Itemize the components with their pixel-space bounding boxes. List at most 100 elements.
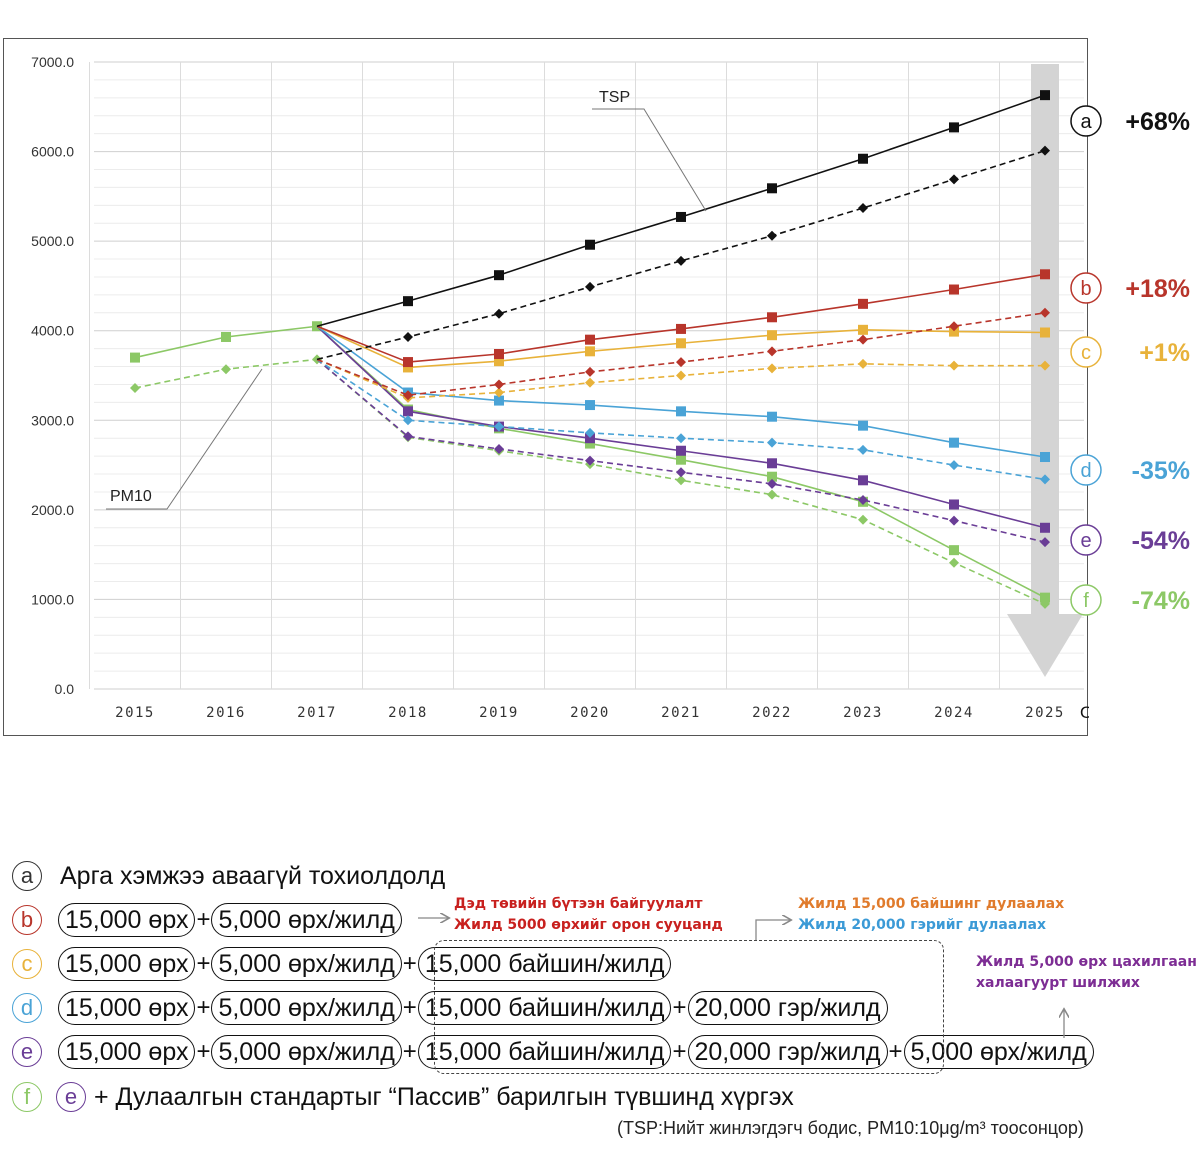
legend-letter-c: c — [12, 949, 42, 979]
series-d-pm10-point — [403, 415, 413, 426]
series-b-tsp-point — [1040, 269, 1050, 280]
series-d-pm10-point — [585, 427, 595, 438]
series-f-pm10-point — [949, 557, 959, 568]
pill-15000-ger: 15,000 өрх — [58, 903, 196, 937]
series-a-tsp-point — [767, 183, 777, 194]
plus-sign: + — [402, 950, 417, 977]
source-note: (TSP:Нийт жинлэгдэгч бодис, PM10:10μg/m³… — [617, 1118, 1084, 1138]
series-b-tsp-point — [585, 334, 595, 345]
x-tick-label: 2017 — [297, 705, 337, 721]
legend-letter-d: d — [12, 993, 42, 1023]
series-f-pm10-point — [767, 489, 777, 500]
series-d-tsp-point — [494, 395, 504, 406]
scenario-letter-b-circle — [1070, 272, 1102, 304]
series-d-tsp-point — [1040, 452, 1050, 463]
series-a-tsp-point — [494, 270, 504, 281]
note-insulation-gers: Жилд 20,000 гэрийг дулаалах — [798, 917, 1047, 933]
pill-20000-ger: 20,000 гэр/жилд — [687, 1035, 888, 1069]
series-c-pm10-point — [858, 358, 868, 369]
pill-15000-ger: 15,000 өрх — [58, 991, 196, 1025]
legend-letter-e-ref: e — [56, 1082, 86, 1112]
y-tick-label: 0.0 — [55, 681, 75, 697]
series-b-pm10-point — [494, 379, 504, 390]
series-a-pm10-point — [1040, 145, 1050, 156]
series-a-tsp-point — [676, 211, 686, 222]
scenario-letter-c: c — [1081, 342, 1091, 364]
series-d-pm10-point — [494, 421, 504, 432]
x-tick-label: 2015 — [115, 705, 155, 721]
chart-annotations: a +68% b +18% c +1% d -35% e -54% f -74% — [1070, 105, 1190, 616]
series-b-pm10-point — [858, 334, 868, 345]
y-tick-label: 4000.0 — [31, 323, 74, 339]
scenario-change-d: -35% — [1132, 457, 1190, 485]
legend-row-d: d 15,000 өрх + 5,000 өрх/жилд + 15,000 б… — [12, 990, 888, 1026]
plus-sign: + — [402, 994, 417, 1021]
series-e-tsp-point — [858, 475, 868, 486]
series-b-tsp-point — [676, 323, 686, 334]
y-tick-label: 2000.0 — [31, 502, 74, 518]
pill-15000-building: 15,000 байшин/жилд — [417, 1035, 672, 1069]
series-e-pm10-point — [676, 467, 686, 478]
series-f-pm10-line — [316, 358, 1046, 605]
y-tick-label: 5000.0 — [31, 233, 74, 249]
series-d-tsp-point — [676, 406, 686, 417]
legend-letter-f: f — [12, 1082, 42, 1112]
pill-15000-ger: 15,000 өрх — [58, 947, 196, 981]
series-d-tsp-point — [585, 400, 595, 411]
scenario-change-a: +68% — [1125, 108, 1190, 136]
series-a-pm10-point — [403, 331, 413, 342]
pill-20000-ger: 20,000 гэр/жилд — [687, 991, 888, 1025]
series-e-pm10-point — [403, 431, 413, 442]
series-c-pm10-point — [949, 360, 959, 371]
note-subcenter: Дэд төвийн бүтээн байгуулалт Жилд 5000 ө… — [454, 894, 723, 936]
x-tick-label: 2019 — [479, 705, 519, 721]
series-b-pm10-point — [1040, 307, 1050, 318]
history-tsp-point — [221, 331, 231, 342]
scenario-change-e: -54% — [1132, 527, 1190, 555]
series-b-pm10-point — [403, 390, 413, 401]
plus-sign: + — [888, 1038, 903, 1065]
series-a-pm10-line — [316, 149, 1046, 361]
series-d-tsp-point — [949, 437, 959, 448]
legend-letter-b: b — [12, 905, 42, 935]
scenario-letter-e-circle — [1070, 524, 1102, 556]
pill-5000-ger-year: 5,000 өрх/жилд — [211, 1035, 402, 1069]
series-e-tsp-point — [1040, 522, 1050, 533]
scenario-letter-d: d — [1080, 460, 1091, 482]
plus-sign: + — [196, 1038, 211, 1065]
series-e-tsp-point — [676, 445, 686, 456]
trend-arrow-head — [1007, 614, 1083, 677]
plus-sign: + — [196, 906, 211, 933]
series-d-pm10-point — [858, 444, 868, 455]
scenario-letter-c-circle — [1070, 336, 1102, 368]
plus-sign: + — [402, 1038, 417, 1065]
legend-f-text: + Дулаалгын стандартыг “Пассив” барилгын… — [94, 1082, 794, 1111]
legend-letter-a: a — [12, 861, 42, 891]
series-a-tsp-point — [403, 296, 413, 307]
legend-row-e: e 15,000 өрх + 5,000 өрх/жилд + 15,000 б… — [12, 1034, 1094, 1070]
series-a-pm10-point — [949, 174, 959, 185]
history-pm10-point — [221, 364, 231, 375]
series-b-pm10-point — [585, 366, 595, 377]
y-tick-label: 1000.0 — [31, 591, 74, 607]
scenario-change-f: -74% — [1132, 587, 1190, 615]
series-e-tsp-point — [403, 406, 413, 417]
series-a-pm10-point — [585, 281, 595, 292]
x-tick-label: 2016 — [206, 705, 246, 721]
series-b-tsp-point — [494, 349, 504, 360]
series-a-pm10-point — [494, 308, 504, 319]
series-c-tsp-point — [767, 330, 777, 341]
series-e-pm10-point — [494, 443, 504, 454]
insulation-group-box — [434, 940, 944, 1074]
series-d-pm10-point — [1040, 474, 1050, 485]
series-e-pm10-point — [585, 455, 595, 466]
x-tick-label: 2021 — [661, 705, 701, 721]
series-b-tsp-point — [949, 284, 959, 295]
plus-sign: + — [672, 1038, 687, 1065]
scenario-letter-b: b — [1080, 278, 1091, 300]
series-f-tsp-point — [1040, 592, 1050, 603]
note-electric-heater-line-2: халаагуурт шилжих — [976, 975, 1140, 991]
series-c-pm10-point — [767, 363, 777, 374]
note-electric-heater-line-1: Жилд 5,000 өрх цахилгаан — [976, 954, 1197, 970]
series-c-tsp-point — [858, 324, 868, 335]
